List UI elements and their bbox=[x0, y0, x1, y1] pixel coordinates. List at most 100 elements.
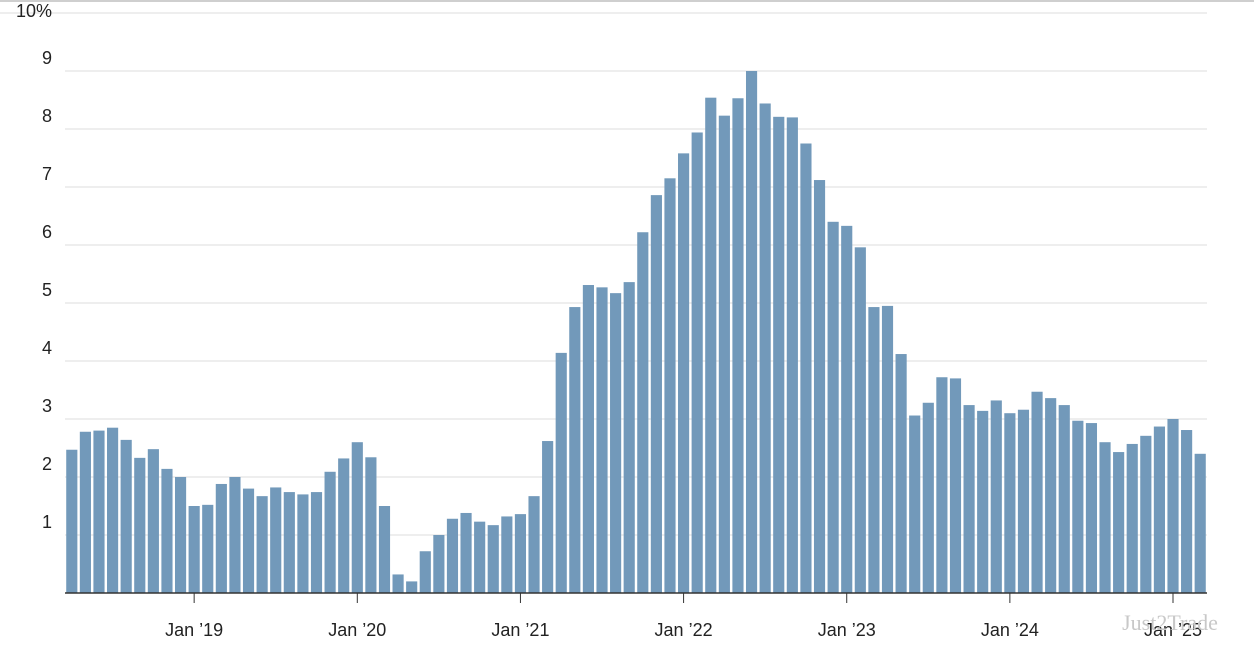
bar bbox=[1072, 420, 1084, 593]
y-tick-label: 5 bbox=[42, 280, 52, 300]
bar bbox=[745, 71, 758, 593]
bar bbox=[582, 285, 594, 593]
bar bbox=[895, 354, 907, 593]
bar bbox=[990, 400, 1002, 593]
bar bbox=[433, 535, 445, 593]
bar bbox=[909, 415, 921, 593]
bar bbox=[242, 488, 255, 593]
bar bbox=[107, 427, 119, 593]
bar bbox=[147, 449, 159, 593]
y-tick-label: 9 bbox=[42, 48, 52, 68]
bar bbox=[1099, 442, 1111, 593]
bar bbox=[229, 477, 241, 593]
bar bbox=[555, 352, 567, 593]
bar bbox=[514, 514, 527, 593]
bar bbox=[881, 305, 894, 593]
bar bbox=[773, 116, 785, 593]
bar bbox=[528, 496, 540, 593]
bar bbox=[596, 287, 608, 593]
y-tick-label: 3 bbox=[42, 396, 52, 416]
bar bbox=[79, 431, 91, 593]
y-tick-label: 4 bbox=[42, 338, 52, 358]
y-tick-label: 7 bbox=[42, 164, 52, 184]
bar bbox=[664, 178, 676, 594]
x-tick-label: Jan ’19 bbox=[165, 620, 223, 640]
y-tick-label: 6 bbox=[42, 222, 52, 242]
bar bbox=[610, 293, 622, 593]
bar bbox=[120, 439, 132, 593]
bar bbox=[637, 232, 649, 594]
bar bbox=[936, 377, 948, 593]
bar bbox=[759, 103, 771, 593]
bar bbox=[1004, 413, 1016, 593]
bar bbox=[202, 504, 214, 593]
bar bbox=[1126, 443, 1138, 593]
bar bbox=[963, 405, 975, 593]
bar bbox=[134, 457, 146, 593]
bar bbox=[419, 551, 431, 593]
y-tick-label: 1 bbox=[42, 512, 52, 532]
bar bbox=[813, 180, 826, 594]
bar bbox=[623, 282, 635, 593]
bar bbox=[1113, 452, 1125, 593]
y-tick-label: 8 bbox=[42, 106, 52, 126]
bar bbox=[338, 458, 350, 593]
bar bbox=[868, 307, 880, 593]
bar bbox=[1140, 435, 1152, 593]
bar bbox=[446, 518, 459, 593]
bar bbox=[378, 506, 391, 593]
bar bbox=[93, 430, 105, 593]
bar bbox=[1194, 453, 1206, 593]
bar bbox=[542, 441, 554, 593]
bar bbox=[691, 132, 703, 594]
bar bbox=[977, 410, 989, 593]
bar bbox=[324, 471, 336, 593]
bar bbox=[718, 115, 730, 593]
bar bbox=[678, 153, 690, 594]
bar bbox=[1058, 405, 1070, 593]
bar bbox=[786, 117, 798, 594]
bar bbox=[310, 492, 323, 593]
bar bbox=[365, 457, 377, 593]
bar bbox=[474, 521, 486, 593]
bar bbox=[1153, 426, 1165, 593]
bar bbox=[460, 512, 472, 593]
bar bbox=[283, 492, 295, 593]
bar bbox=[1017, 409, 1030, 593]
bar bbox=[270, 487, 282, 593]
bar bbox=[188, 506, 200, 593]
bar bbox=[705, 97, 717, 594]
bar bbox=[487, 525, 499, 593]
bar bbox=[732, 98, 744, 593]
bar bbox=[800, 143, 812, 593]
watermark: Just2Trade bbox=[1122, 610, 1218, 635]
bar bbox=[1031, 391, 1043, 593]
y-tick-label: 10% bbox=[16, 1, 52, 21]
bar bbox=[1167, 419, 1179, 593]
bar bbox=[854, 247, 866, 593]
y-tick-label: 2 bbox=[42, 454, 52, 474]
bar bbox=[406, 581, 418, 593]
x-tick-label: Jan ’23 bbox=[818, 620, 876, 640]
bar bbox=[297, 494, 309, 593]
bar bbox=[256, 496, 268, 593]
x-tick-label: Jan ’24 bbox=[981, 620, 1039, 640]
bar bbox=[569, 307, 581, 593]
bar bbox=[1085, 423, 1098, 593]
bar bbox=[66, 449, 78, 593]
bar bbox=[174, 477, 187, 593]
bar bbox=[1181, 430, 1193, 593]
bar bbox=[922, 402, 934, 593]
bar bbox=[650, 195, 662, 593]
bar bbox=[827, 221, 839, 594]
bar bbox=[392, 574, 404, 593]
bar bbox=[1045, 398, 1057, 593]
x-tick-label: Jan ’21 bbox=[491, 620, 549, 640]
bar bbox=[351, 442, 363, 593]
bar bbox=[161, 468, 173, 593]
bar bbox=[949, 378, 962, 593]
x-tick-label: Jan ’25 bbox=[1144, 620, 1202, 640]
bar bbox=[215, 483, 227, 593]
bar bbox=[501, 516, 513, 593]
